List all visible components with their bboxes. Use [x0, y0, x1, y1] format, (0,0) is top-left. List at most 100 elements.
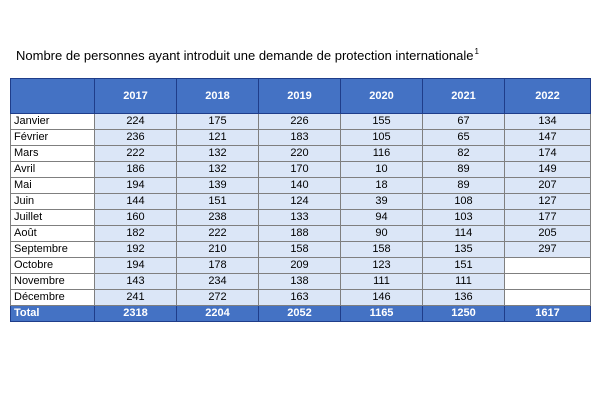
- month-cell: Octobre: [10, 257, 95, 274]
- total-label: Total: [10, 305, 95, 322]
- value-cell: 158: [258, 241, 341, 258]
- value-cell: 18: [340, 177, 423, 194]
- month-cell: Avril: [10, 161, 95, 178]
- total-cell: 1250: [422, 305, 505, 322]
- value-cell: 133: [258, 209, 341, 226]
- value-cell: 134: [504, 113, 591, 130]
- value-cell: 39: [340, 193, 423, 210]
- value-cell: 111: [422, 273, 505, 290]
- value-cell: 143: [94, 273, 177, 290]
- value-cell: 174: [504, 145, 591, 162]
- value-cell: 209: [258, 257, 341, 274]
- table-row: Juillet 160 238 133 94 103 177: [10, 209, 591, 226]
- value-cell: 147: [504, 129, 591, 146]
- month-cell: Janvier: [10, 113, 95, 130]
- value-cell: 220: [258, 145, 341, 162]
- value-cell: 177: [504, 209, 591, 226]
- value-cell: 160: [94, 209, 177, 226]
- value-cell: 194: [94, 177, 177, 194]
- month-cell: Février: [10, 129, 95, 146]
- value-cell: 182: [94, 225, 177, 242]
- value-cell: 183: [258, 129, 341, 146]
- value-cell: 139: [176, 177, 259, 194]
- table-row: Février 236 121 183 105 65 147: [10, 129, 591, 146]
- month-cell: Juillet: [10, 209, 95, 226]
- value-cell: 67: [422, 113, 505, 130]
- value-cell: 136: [422, 289, 505, 306]
- value-cell: 132: [176, 145, 259, 162]
- table-row: Septembre 192 210 158 158 135 297: [10, 241, 591, 258]
- value-cell: 121: [176, 129, 259, 146]
- value-cell: 222: [94, 145, 177, 162]
- table-row: Mars 222 132 220 116 82 174: [10, 145, 591, 162]
- table-row: Juin 144 151 124 39 108 127: [10, 193, 591, 210]
- value-cell: 108: [422, 193, 505, 210]
- value-cell: 149: [504, 161, 591, 178]
- value-cell: 224: [94, 113, 177, 130]
- value-cell: 175: [176, 113, 259, 130]
- value-cell: 192: [94, 241, 177, 258]
- header-corner-cell: [10, 78, 95, 114]
- year-header: 2021: [422, 78, 505, 114]
- year-header: 2022: [504, 78, 591, 114]
- value-cell: 158: [340, 241, 423, 258]
- value-cell: 146: [340, 289, 423, 306]
- value-cell: 127: [504, 193, 591, 210]
- value-cell: 65: [422, 129, 505, 146]
- year-header: 2020: [340, 78, 423, 114]
- total-cell: 1617: [504, 305, 591, 322]
- value-cell: [504, 289, 591, 306]
- value-cell: 132: [176, 161, 259, 178]
- value-cell: 111: [340, 273, 423, 290]
- value-cell: 186: [94, 161, 177, 178]
- value-cell: 94: [340, 209, 423, 226]
- value-cell: 188: [258, 225, 341, 242]
- table-row: Janvier 224 175 226 155 67 134: [10, 113, 591, 130]
- year-header: 2017: [94, 78, 177, 114]
- month-cell: Août: [10, 225, 95, 242]
- value-cell: 90: [340, 225, 423, 242]
- value-cell: 236: [94, 129, 177, 146]
- value-cell: 123: [340, 257, 423, 274]
- header-row: 2017 2018 2019 2020 2021 2022: [10, 78, 591, 114]
- value-cell: 194: [94, 257, 177, 274]
- value-cell: 163: [258, 289, 341, 306]
- value-cell: 234: [176, 273, 259, 290]
- value-cell: 124: [258, 193, 341, 210]
- month-cell: Décembre: [10, 289, 95, 306]
- value-cell: 222: [176, 225, 259, 242]
- value-cell: 272: [176, 289, 259, 306]
- value-cell: 140: [258, 177, 341, 194]
- year-header: 2019: [258, 78, 341, 114]
- value-cell: 103: [422, 209, 505, 226]
- value-cell: 10: [340, 161, 423, 178]
- month-cell: Juin: [10, 193, 95, 210]
- month-cell: Mars: [10, 145, 95, 162]
- month-cell: Novembre: [10, 273, 95, 290]
- value-cell: 89: [422, 177, 505, 194]
- total-cell: 1165: [340, 305, 423, 322]
- year-header: 2018: [176, 78, 259, 114]
- table-row: Novembre 143 234 138 111 111: [10, 273, 591, 290]
- month-cell: Mai: [10, 177, 95, 194]
- table-title-text: Nombre de personnes ayant introduit une …: [16, 48, 474, 63]
- value-cell: 205: [504, 225, 591, 242]
- month-cell: Septembre: [10, 241, 95, 258]
- value-cell: 116: [340, 145, 423, 162]
- value-cell: 138: [258, 273, 341, 290]
- value-cell: 226: [258, 113, 341, 130]
- table-row: Octobre 194 178 209 123 151: [10, 257, 591, 274]
- value-cell: 82: [422, 145, 505, 162]
- value-cell: 114: [422, 225, 505, 242]
- total-cell: 2204: [176, 305, 259, 322]
- value-cell: 144: [94, 193, 177, 210]
- value-cell: 155: [340, 113, 423, 130]
- value-cell: 241: [94, 289, 177, 306]
- table-title: Nombre de personnes ayant introduit une …: [16, 47, 479, 63]
- footnote-marker: 1: [474, 47, 479, 56]
- table-row: Mai 194 139 140 18 89 207: [10, 177, 591, 194]
- value-cell: 210: [176, 241, 259, 258]
- table-row: Avril 186 132 170 10 89 149: [10, 161, 591, 178]
- total-cell: 2318: [94, 305, 177, 322]
- value-cell: 178: [176, 257, 259, 274]
